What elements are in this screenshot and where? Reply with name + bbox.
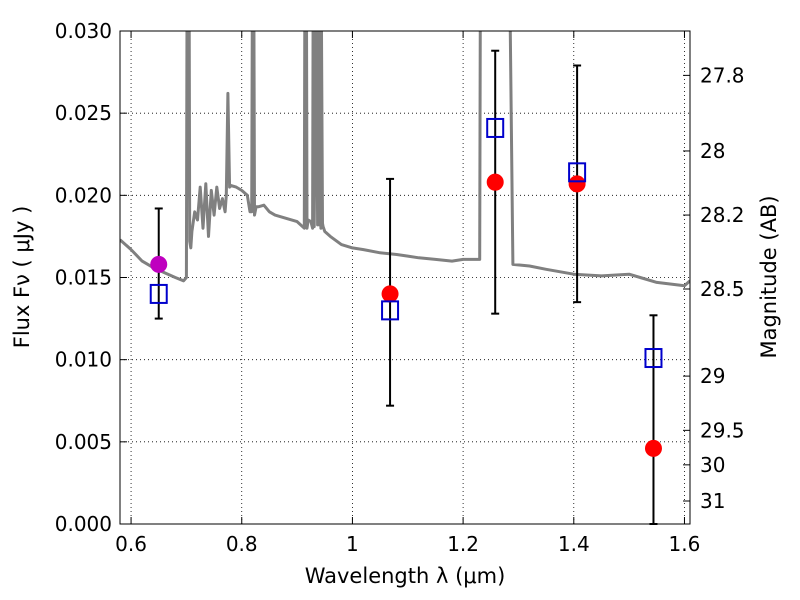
- model-point-square: [149, 283, 168, 304]
- right-tick-label: 28.5: [700, 277, 745, 301]
- y-tick-label: 0.015: [55, 266, 112, 290]
- y-tick-label: 0.010: [55, 348, 112, 372]
- observed-point: [381, 285, 399, 303]
- x-tick-label: 1.6: [669, 532, 701, 556]
- y-tick-label: 0.005: [55, 430, 112, 454]
- model-sed-line: [120, 31, 690, 288]
- model-point-square: [568, 162, 587, 183]
- right-tick-label: 29.5: [700, 418, 745, 442]
- right-tick-label: 28.2: [700, 203, 745, 227]
- x-axis-label: Wavelength λ (μm): [305, 564, 506, 588]
- observed-point: [486, 173, 504, 191]
- y-tick-label: 0.020: [55, 183, 112, 207]
- right-tick-label: 31: [700, 489, 725, 513]
- x-tick-label: 1.2: [447, 532, 479, 556]
- right-tick-label: 27.8: [700, 63, 745, 87]
- model-point-square: [644, 348, 663, 369]
- model-sed: [120, 31, 690, 288]
- model-points: [149, 117, 663, 369]
- model-point-square: [486, 117, 505, 138]
- ticks: [120, 30, 690, 525]
- y-tick-label: 0.030: [55, 19, 112, 43]
- y-tick-label: 0.000: [55, 512, 112, 536]
- x-tick-label: 1: [346, 532, 359, 556]
- right-tick-label: 30: [700, 453, 725, 477]
- x-tick-label: 0.8: [226, 532, 258, 556]
- x-tick-label: 0.6: [115, 532, 147, 556]
- right-tick-label: 29: [700, 364, 725, 388]
- observed-point: [150, 255, 168, 273]
- y-tick-label: 0.025: [55, 101, 112, 125]
- observed-point: [644, 439, 662, 457]
- model-point-square: [381, 300, 400, 321]
- right-tick-label: 28: [700, 139, 725, 163]
- x-tick-label: 1.4: [558, 532, 590, 556]
- observed-point: [568, 175, 586, 193]
- right-axis-label: Magnitude (AB): [757, 195, 781, 358]
- observed-points: [150, 173, 662, 457]
- tick-labels: 0.6 0.8 1 1.2 1.4 1.6 0.000 0.005 0.010 0.015 0.02…: [55, 19, 745, 556]
- y-axis-label: Flux Fν ( μJy ): [10, 206, 34, 349]
